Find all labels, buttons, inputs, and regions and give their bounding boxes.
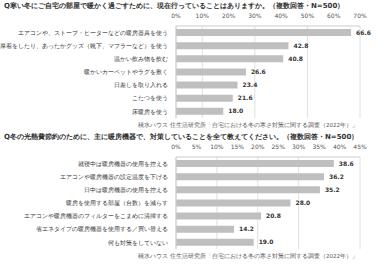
svg-text:36.2: 36.2 [329, 173, 344, 180]
svg-text:28.0: 28.0 [295, 199, 310, 206]
svg-text:38.6: 38.6 [339, 160, 354, 167]
svg-text:15%: 15% [231, 143, 245, 150]
svg-text:日中は暖房機器の使用を控える: 日中は暖房機器の使用を控える [84, 186, 168, 193]
svg-text:42.8: 42.8 [294, 42, 309, 49]
svg-text:エアコンや、ストーブ・ヒーターなどの暖房器具を使う: エアコンや、ストーブ・ヒーターなどの暖房器具を使う [18, 29, 168, 37]
svg-text:40.8: 40.8 [288, 55, 303, 62]
html-text:Q冬の光熱費節約のために、主に暖房機器で、対策していることを: Q冬の光熱費節約のために、主に暖房機器で、対策していることを全て教えてください。… [4, 133, 359, 141]
svg-text:19.0: 19.0 [259, 238, 274, 245]
svg-text:35%: 35% [312, 143, 326, 150]
svg-text:0%: 0% [171, 143, 181, 150]
svg-text:40%: 40% [333, 143, 347, 150]
svg-text:暖房を使用する部屋（台数）を減らす: 暖房を使用する部屋（台数）を減らす [66, 199, 168, 207]
svg-text:何も対策をしていない: 何も対策をしていない [108, 239, 168, 247]
svg-text:10%: 10% [210, 143, 224, 150]
html-text:Q寒い冬にご自宅の部屋で暖かく過ごすために、現在行っているこ: Q寒い冬にご自宅の部屋で暖かく過ごすために、現在行っていることはありますか。（複… [4, 2, 345, 10]
svg-text:40%: 40% [274, 12, 288, 19]
svg-text:21.6: 21.6 [238, 94, 253, 101]
svg-text:45%: 45% [353, 143, 367, 150]
svg-text:就寝中は暖房機器の使用を控える: 就寝中は暖房機器の使用を控える [78, 160, 168, 167]
svg-text:20%: 20% [251, 143, 265, 150]
svg-text:温かい飲み物を飲む: 温かい飲み物を飲む [114, 55, 168, 62]
svg-text:14.2: 14.2 [239, 225, 254, 232]
svg-text:25%: 25% [272, 143, 286, 150]
svg-text:0%: 0% [171, 12, 181, 19]
svg-text:70%: 70% [353, 12, 367, 19]
svg-text:暖かいカーペットやラグを敷く: 暖かいカーペットやラグを敷く [84, 68, 168, 76]
svg-text:66.6: 66.6 [356, 29, 371, 36]
svg-text:5%: 5% [192, 143, 202, 150]
svg-text:20.8: 20.8 [266, 212, 281, 219]
svg-text:こたつを使う: こたつを使う [132, 94, 168, 102]
svg-text:日差しを取り入れる: 日差しを取り入れる [114, 81, 168, 88]
html-text:積水ハウス 住生活研究所「自宅における冬の寒さ対策に関する調: 積水ハウス 住生活研究所「自宅における冬の寒さ対策に関する調査（2022年）」 [138, 122, 358, 128]
svg-text:床暖房を使う: 床暖房を使う [132, 108, 168, 116]
svg-text:35.2: 35.2 [325, 186, 340, 193]
svg-text:エアコンや暖房機器のフィルターをこまめに清掃する: エアコンや暖房機器のフィルターをこまめに清掃する [24, 212, 168, 220]
svg-text:エアコンや暖房機器の設定温度を下げる: エアコンや暖房機器の設定温度を下げる [60, 173, 168, 181]
svg-text:30%: 30% [292, 143, 306, 150]
svg-text:26.6: 26.6 [251, 68, 266, 75]
html-text:積水ハウス 住生活研究所「自宅における冬の寒さ対策に関する調: 積水ハウス 住生活研究所「自宅における冬の寒さ対策に関する調査（2022年）」 [138, 253, 358, 259]
svg-text:30%: 30% [248, 12, 262, 19]
svg-text:50%: 50% [301, 12, 315, 19]
svg-text:厚着をしたり、あったかグッズ（靴下、マフラーなど）を使う: 厚着をしたり、あったかグッズ（靴下、マフラーなど）を使う [8, 42, 168, 50]
svg-text:10%: 10% [196, 12, 210, 19]
svg-text:省エネタイプの暖房機器を使用する／買い替える: 省エネタイプの暖房機器を使用する／買い替える [36, 225, 168, 233]
svg-text:60%: 60% [327, 12, 341, 19]
svg-text:20%: 20% [222, 12, 236, 19]
svg-text:18.0: 18.0 [228, 107, 243, 114]
svg-text:23.4: 23.4 [243, 81, 258, 88]
